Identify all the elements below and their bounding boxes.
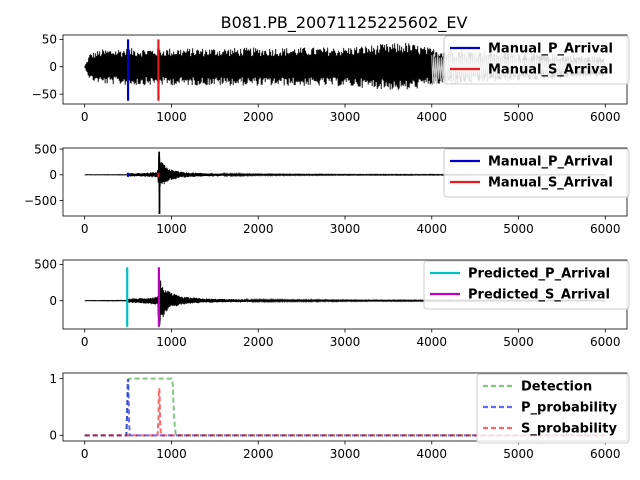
y-tick-label: 500	[34, 258, 57, 272]
x-tick-label: 0	[81, 222, 89, 236]
x-tick-label: 3000	[330, 222, 361, 236]
legend-label: Manual_P_Arrival	[488, 42, 613, 57]
x-tick-label: 2000	[243, 335, 274, 349]
y-tick-label: 1	[49, 372, 57, 386]
x-tick-label: 4000	[416, 222, 447, 236]
x-tick-label: 5000	[503, 335, 534, 349]
y-tick-label: 500	[34, 142, 57, 156]
x-tick-label: 4000	[416, 335, 447, 349]
x-tick-label: 5000	[503, 110, 534, 124]
legend-label: Manual_S_Arrival	[488, 176, 613, 191]
legend: Manual_P_Arrival Manual_S_Arrival	[443, 35, 630, 85]
legend-box	[423, 260, 630, 310]
x-tick-label: 3000	[330, 447, 361, 461]
x-tick-label: 1000	[156, 447, 187, 461]
x-tick-label: 5000	[503, 447, 534, 461]
y-tick-label: 0	[49, 60, 57, 74]
x-tick-label: 1000	[156, 110, 187, 124]
x-tick-label: 6000	[590, 335, 621, 349]
legend-label: S_probability	[521, 422, 617, 437]
y-tick-label: 0	[49, 168, 57, 182]
x-tick-label: 3000	[330, 110, 361, 124]
y-tick-label: 50	[42, 33, 57, 47]
chart-panels: 0 1000 2000 3000 4000 5000 6000500−50Manual_P_…	[24, 33, 630, 461]
x-tick-label: 4000	[416, 110, 447, 124]
plot-area	[84, 377, 606, 437]
series-line-p-probability	[84, 378, 606, 437]
x-tick-label: 4000	[416, 447, 447, 461]
x-tick-label: 2000	[243, 110, 274, 124]
series-line-s-probability	[84, 388, 606, 437]
series-line-detection	[84, 377, 606, 437]
legend-box	[443, 35, 630, 85]
x-tick-label: 3000	[330, 335, 361, 349]
legend-label: Predicted_S_Arrival	[468, 288, 610, 303]
legend-label: P_probability	[521, 401, 618, 416]
legend: Detection P_probability S_probability	[476, 373, 630, 444]
legend-label: Manual_S_Arrival	[488, 63, 613, 78]
y-tick-label: −50	[32, 87, 57, 101]
y-tick-label: −500	[24, 194, 57, 208]
legend: Predicted_P_Arrival Predicted_S_Arrival	[423, 260, 630, 310]
legend-label: Manual_P_Arrival	[488, 155, 613, 170]
chart-panel-4: 0 1000 2000 3000 4000 5000 6000 1 0 Detection P_pr…	[49, 372, 630, 461]
x-tick-label: 6000	[590, 222, 621, 236]
legend-label: Predicted_P_Arrival	[468, 267, 610, 282]
legend-box	[476, 373, 630, 444]
y-tick-label: 0	[49, 429, 57, 443]
legend-label: Detection	[521, 380, 592, 395]
chart-panel-1: 0 1000 2000 3000 4000 5000 6000 50 0 −50 Manual_P_…	[32, 33, 630, 124]
chart-panel-3: 0 1000 2000 3000 4000 5000 60005000Predicted_P…	[34, 258, 630, 349]
legend: Manual_P_Arrival Manual_S_Arrival	[443, 148, 630, 198]
x-tick-label: 0	[81, 110, 89, 124]
x-tick-label: 0	[81, 335, 89, 349]
x-tick-label: 0	[81, 447, 89, 461]
x-tick-label: 6000	[590, 110, 621, 124]
y-tick-label: 0	[49, 294, 57, 308]
chart-panel-2: 0 1000 2000 3000 4000 5000 60005000−500Manual_…	[24, 142, 630, 236]
x-tick-label: 1000	[156, 335, 187, 349]
x-tick-label: 1000	[156, 222, 187, 236]
x-tick-label: 2000	[243, 222, 274, 236]
legend-box	[443, 148, 630, 198]
x-tick-label: 2000	[243, 447, 274, 461]
x-tick-label: 5000	[503, 222, 534, 236]
figure-title: B081.PB_20071125225602_EV	[221, 13, 468, 33]
x-tick-label: 6000	[590, 447, 621, 461]
